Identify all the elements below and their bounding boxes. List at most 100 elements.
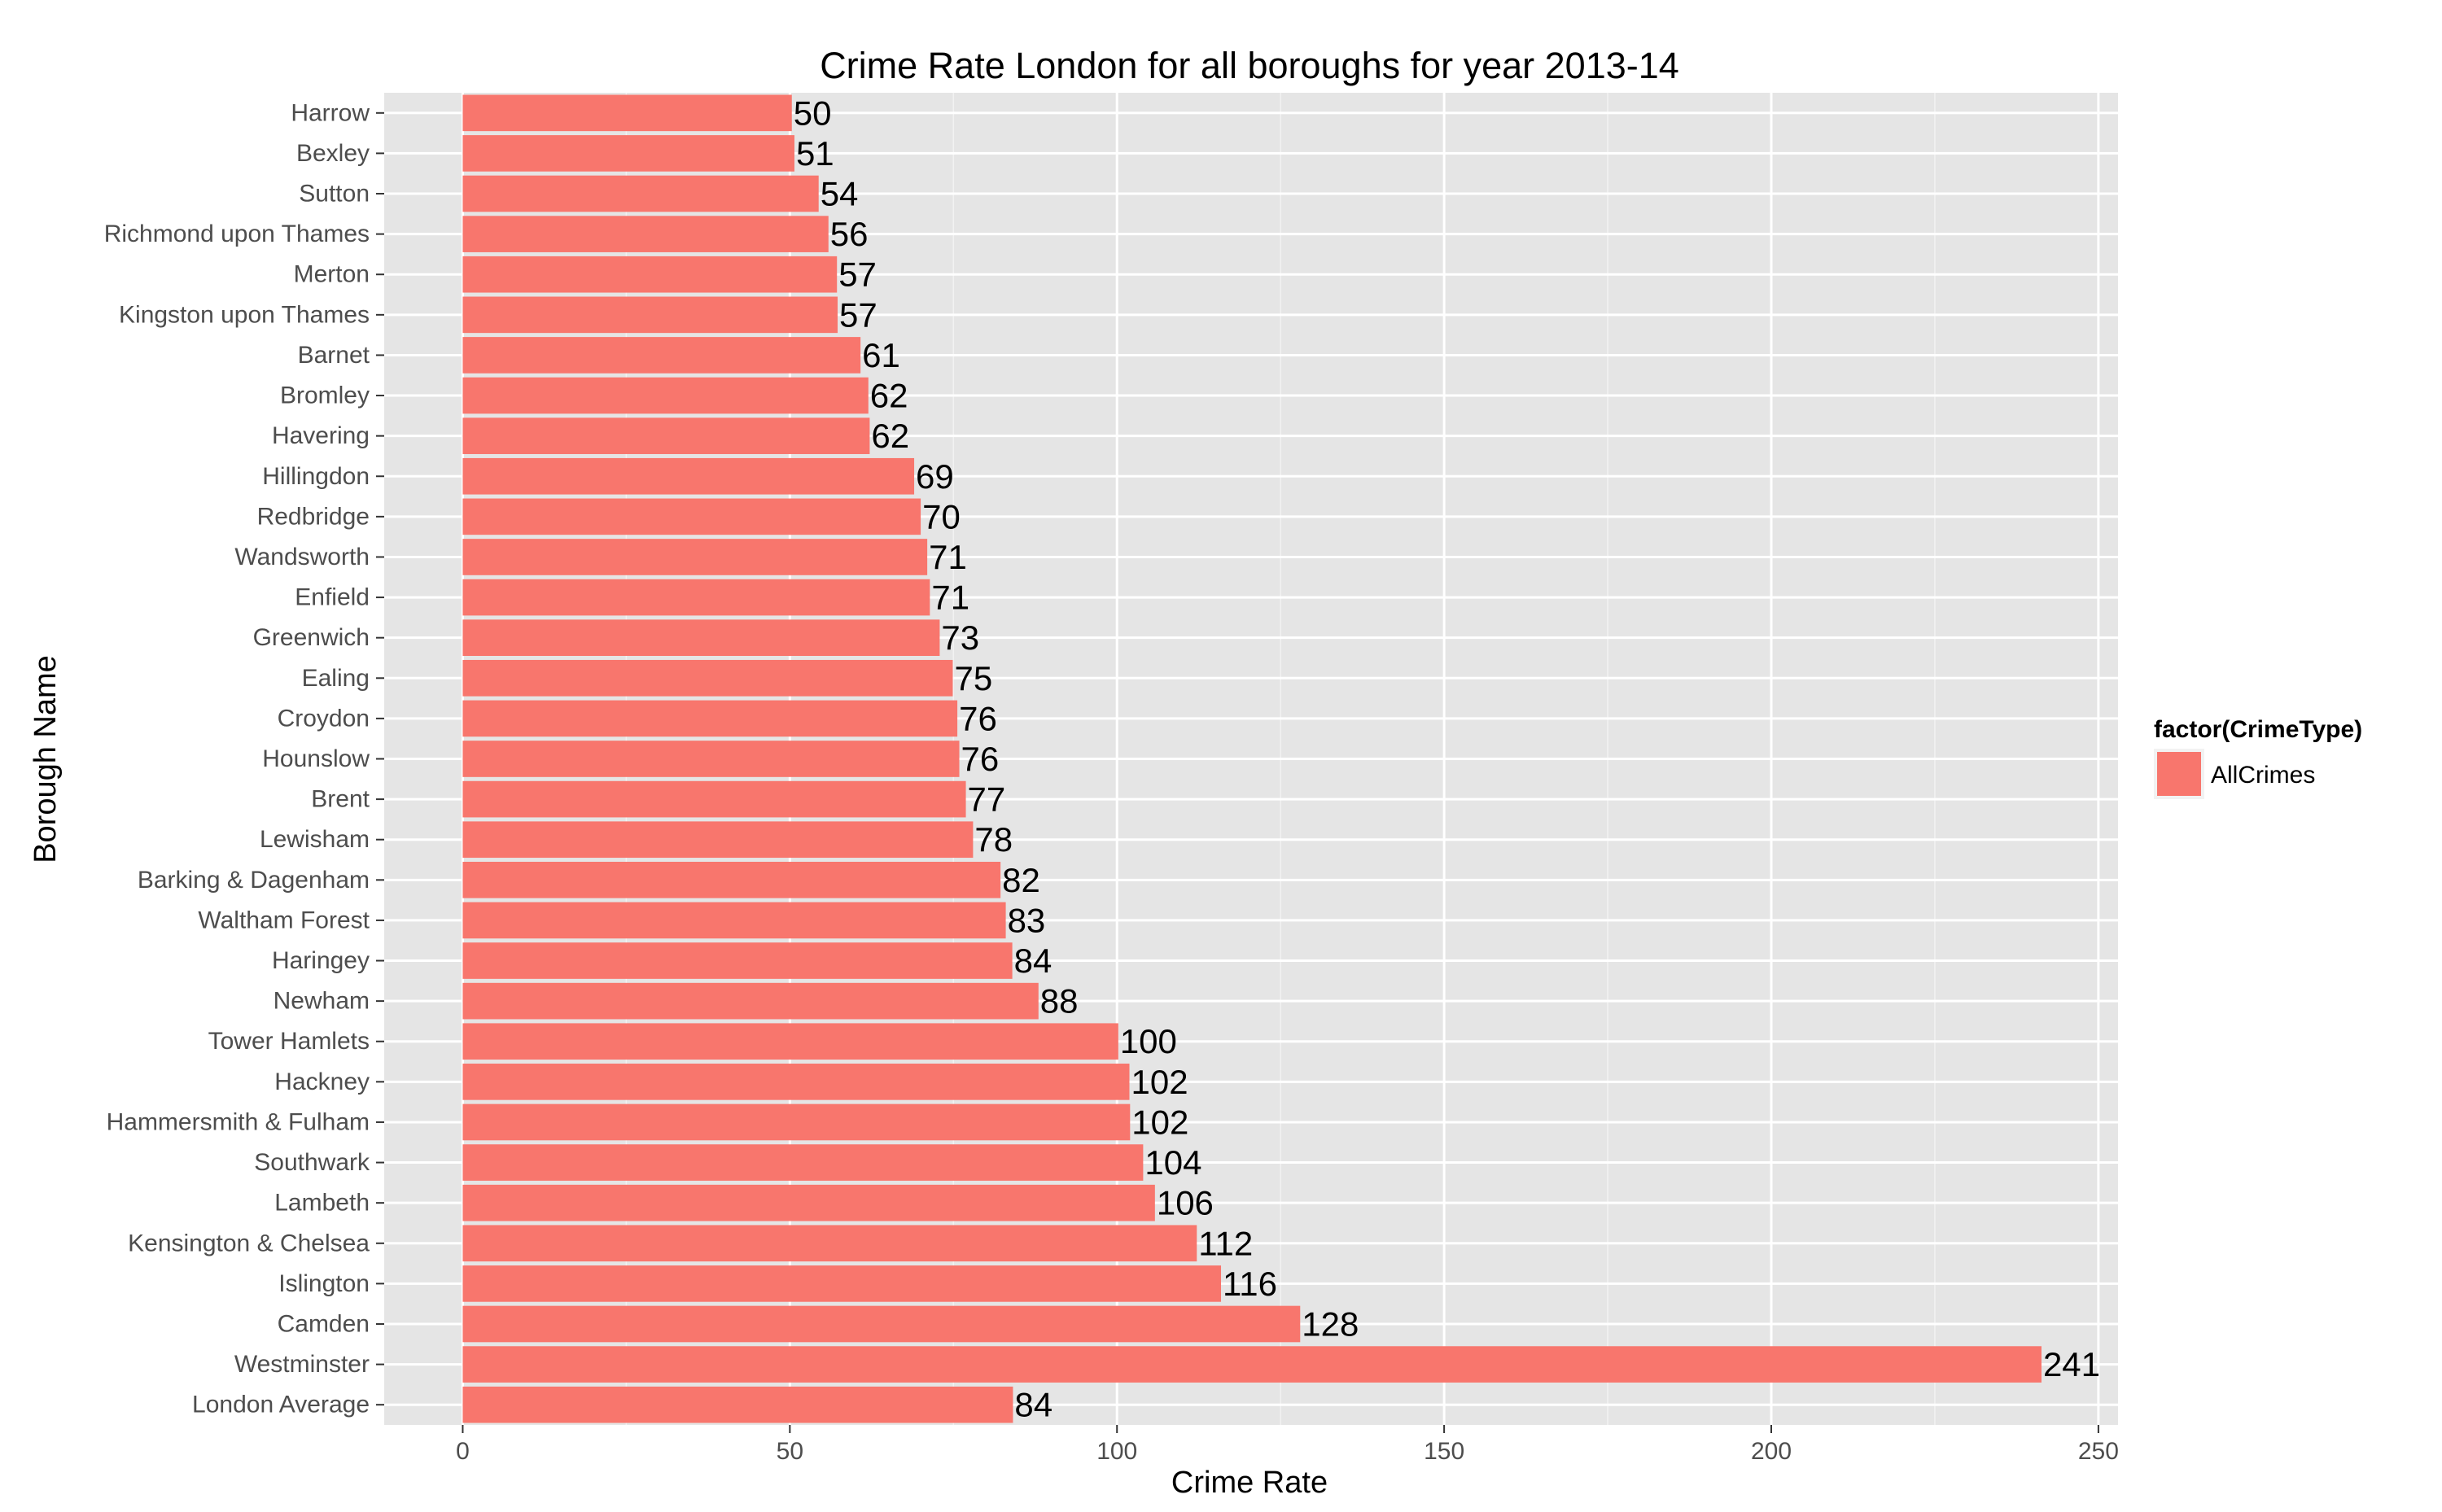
y-tick-label: Islington [278, 1270, 370, 1297]
y-tick-label: Tower Hamlets [208, 1028, 370, 1055]
y-tick-label: Barking & Dagenham [138, 867, 370, 894]
y-tick-label: Ealing [302, 665, 370, 692]
data-label: 241 [2043, 1345, 2100, 1383]
bar [462, 1023, 1118, 1060]
y-tick-label: London Average [192, 1392, 370, 1418]
bar [462, 135, 794, 172]
bar [462, 1144, 1144, 1181]
y-tick-label: Hammersmith & Fulham [107, 1108, 370, 1135]
bars [462, 94, 2042, 1423]
y-tick-label: Havering [272, 422, 370, 449]
bar [462, 579, 930, 616]
data-label: 83 [1008, 901, 1046, 939]
y-tick-label: Croydon [278, 705, 370, 732]
data-label: 128 [1302, 1304, 1359, 1343]
bar [462, 1305, 1301, 1343]
data-label: 102 [1131, 1103, 1188, 1141]
bar [462, 337, 861, 374]
data-label: 56 [830, 215, 869, 253]
data-label: 84 [1014, 942, 1053, 980]
data-label: 78 [974, 820, 1013, 859]
bar [462, 1064, 1130, 1100]
bar [462, 175, 819, 212]
data-label: 69 [916, 457, 954, 496]
major-gridlines [384, 93, 2118, 1425]
bar [462, 256, 838, 293]
bar [462, 296, 838, 334]
data-label: 73 [941, 618, 979, 657]
bar [462, 1103, 1131, 1141]
y-tick-label: Enfield [295, 584, 370, 611]
bar [462, 1265, 1222, 1302]
x-tick-label: 150 [1424, 1438, 1464, 1465]
y-tick-label: Richmond upon Thames [104, 221, 370, 247]
y-tick-label: Lewisham [260, 826, 370, 853]
y-tick-label: Waltham Forest [198, 907, 370, 933]
bar [462, 1386, 1013, 1423]
data-label: 70 [922, 497, 961, 535]
data-label: 71 [931, 579, 969, 617]
x-tick-label: 0 [456, 1438, 470, 1465]
data-label: 57 [838, 256, 877, 294]
y-tick-label: Harrow [291, 99, 370, 126]
chart-title: Crime Rate London for all boroughs for y… [820, 45, 1679, 86]
bar [462, 498, 921, 535]
y-axis: Harrow Bexley Sutton Richmond upon Thames Me… [104, 99, 384, 1418]
y-tick-label: Greenwich [253, 624, 370, 651]
x-tick-label: 200 [1751, 1438, 1792, 1465]
data-label: 61 [862, 336, 900, 374]
legend-swatch-allcrimes [2157, 752, 2201, 796]
bar [462, 821, 974, 859]
data-label: 76 [959, 699, 997, 737]
y-tick-label: Wandsworth [234, 544, 370, 570]
x-tick-label: 250 [2078, 1438, 2119, 1465]
data-label: 62 [870, 377, 908, 415]
x-tick-label: 50 [777, 1438, 803, 1465]
bar [462, 659, 953, 697]
data-label: 116 [1223, 1265, 1277, 1303]
data-labels: 5051545657576162626970717173757676777882… [794, 94, 2100, 1423]
data-label: 76 [961, 740, 1000, 778]
data-label: 100 [1120, 1022, 1177, 1060]
data-label: 88 [1040, 982, 1079, 1020]
y-tick-label: Merton [294, 261, 370, 288]
y-tick-label: Hounslow [262, 745, 370, 772]
y-tick-label: Haringey [272, 947, 370, 974]
bar [462, 780, 966, 818]
legend: factor(CrimeType) AllCrimes [2154, 716, 2362, 799]
bar [462, 417, 870, 454]
y-tick-label: Brent [311, 786, 370, 813]
y-tick-label: Sutton [299, 181, 370, 208]
y-tick-label: Kensington & Chelsea [128, 1230, 370, 1256]
data-label: 102 [1131, 1063, 1188, 1101]
data-label: 51 [796, 134, 834, 173]
data-label: 71 [929, 538, 967, 576]
bar [462, 1184, 1155, 1221]
y-tick-label: Redbridge [257, 503, 370, 530]
bar [462, 902, 1006, 939]
y-tick-label: Hackney [274, 1068, 370, 1095]
data-label: 84 [1014, 1386, 1053, 1424]
bar [462, 982, 1039, 1020]
legend-title: factor(CrimeType) [2154, 716, 2362, 743]
bar [462, 1346, 2042, 1383]
y-tick-label: Bexley [296, 140, 370, 167]
data-label: 75 [954, 659, 992, 697]
bar [462, 1225, 1197, 1262]
bar [462, 539, 928, 575]
y-tick-label: Camden [278, 1310, 370, 1337]
x-tick-label: 100 [1096, 1438, 1137, 1465]
bar [462, 619, 940, 657]
y-tick-label: Westminster [234, 1351, 370, 1378]
bar [462, 377, 869, 414]
y-tick-label: Barnet [298, 342, 370, 369]
bar [462, 741, 960, 777]
y-tick-label: Newham [274, 988, 370, 1015]
data-label: 77 [968, 780, 1006, 819]
x-axis-title: Crime Rate [1171, 1466, 1328, 1500]
data-label: 57 [839, 295, 877, 334]
data-label: 112 [1198, 1224, 1253, 1262]
y-tick-label: Hillingdon [262, 463, 370, 490]
bar [462, 94, 792, 132]
